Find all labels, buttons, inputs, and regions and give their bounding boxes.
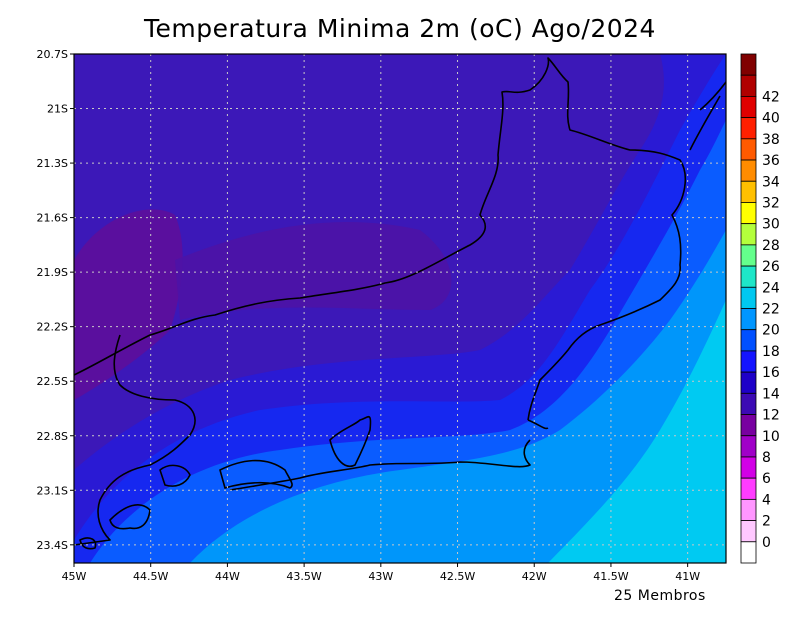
colorbar-swatch (740, 96, 757, 119)
colorbar-label: 20 (762, 323, 780, 339)
colorbar-label: 42 (762, 89, 780, 105)
lat-tick-label: 23.1S (37, 484, 68, 497)
lat-tick-label: 22.2S (37, 321, 68, 334)
lat-tick-label: 22.8S (37, 430, 68, 443)
colorbar-swatch (740, 541, 757, 564)
grid-lines (74, 54, 726, 563)
colorbar-swatch (740, 117, 757, 140)
latitude-axis: 20.7S 21S 21.3S 21.6S 21.9S 22.2S 22.5S 22.8S 23… (37, 48, 74, 552)
colorbar-label: 32 (762, 195, 780, 211)
colorbar-label: 24 (762, 280, 780, 296)
coastline-borders (74, 57, 726, 550)
longitude-axis: 45W 44.5W 44W 43.5W 43W 42.5W 42W 41.5W 41W (62, 563, 700, 583)
lon-tick-label: 42W (522, 570, 547, 583)
lon-tick-label: 45W (62, 570, 87, 583)
colorbar-label: 4 (762, 492, 771, 508)
colorbar-swatch (740, 159, 757, 182)
colorbar-swatch (740, 74, 757, 97)
colorbar-swatch (740, 223, 757, 246)
lat-tick-label: 21.9S (37, 266, 68, 279)
map-title: Temperatura Minima 2m (oC) Ago/2024 (144, 14, 656, 43)
colorbar-label: 16 (762, 365, 780, 381)
colorbar-label: 38 (762, 132, 780, 148)
colorbar-swatch (740, 520, 757, 543)
colorbar-swatch (740, 414, 757, 437)
colorbar-label: 2 (762, 514, 771, 530)
colorbar-label: 12 (762, 408, 780, 424)
colorbar-swatch (740, 350, 757, 373)
ensemble-members-label: 25 Membros (614, 588, 706, 604)
colorbar-label: 10 (762, 429, 780, 445)
colorbar-swatch (740, 329, 757, 352)
colorbar-label: 28 (762, 238, 780, 254)
colorbar-label: 40 (762, 111, 780, 127)
lat-tick-label: 20.7S (37, 48, 68, 61)
colorbar-label: 22 (762, 302, 780, 318)
colorbar-swatch (740, 244, 757, 267)
lon-tick-label: 43.5W (286, 570, 321, 583)
colorbar-label: 0 (762, 535, 771, 551)
colorbar-swatch (740, 308, 757, 331)
colorbar-swatch (740, 202, 757, 225)
lon-tick-label: 41.5W (593, 570, 628, 583)
plot-frame (73, 53, 727, 564)
lat-tick-label: 23.4S (37, 539, 68, 552)
lat-tick-label: 21S (47, 103, 68, 116)
colorbar-swatch (740, 477, 757, 500)
lon-tick-label: 44W (215, 570, 240, 583)
lon-tick-label: 42.5W (440, 570, 475, 583)
colorbar-swatch (740, 392, 757, 415)
colorbar-label: 8 (762, 450, 771, 466)
colorbar-label: 26 (762, 259, 780, 275)
colorbar-swatch (740, 286, 757, 309)
colorbar-label: 14 (762, 386, 780, 402)
lon-tick-label: 44.5W (133, 570, 168, 583)
colorbar-label: 30 (762, 217, 780, 233)
colorbar-label: 18 (762, 344, 780, 360)
colorbar-swatch (740, 138, 757, 161)
colorbar-swatch (740, 371, 757, 394)
colorbar-label: 36 (762, 153, 780, 169)
colorbar-label: 6 (762, 471, 771, 487)
colorbar-swatch (740, 435, 757, 458)
lat-tick-label: 21.6S (37, 212, 68, 225)
lon-tick-label: 43W (368, 570, 393, 583)
colorbar-swatch (740, 53, 757, 76)
colorbar-swatch (740, 498, 757, 521)
colorbar-label: 34 (762, 174, 780, 190)
lat-tick-label: 22.5S (37, 375, 68, 388)
colorbar-swatch (740, 456, 757, 479)
lon-tick-label: 41W (675, 570, 700, 583)
colorbar-swatch (740, 265, 757, 288)
colorbar-swatch (740, 180, 757, 203)
lat-tick-label: 21.3S (37, 157, 68, 170)
